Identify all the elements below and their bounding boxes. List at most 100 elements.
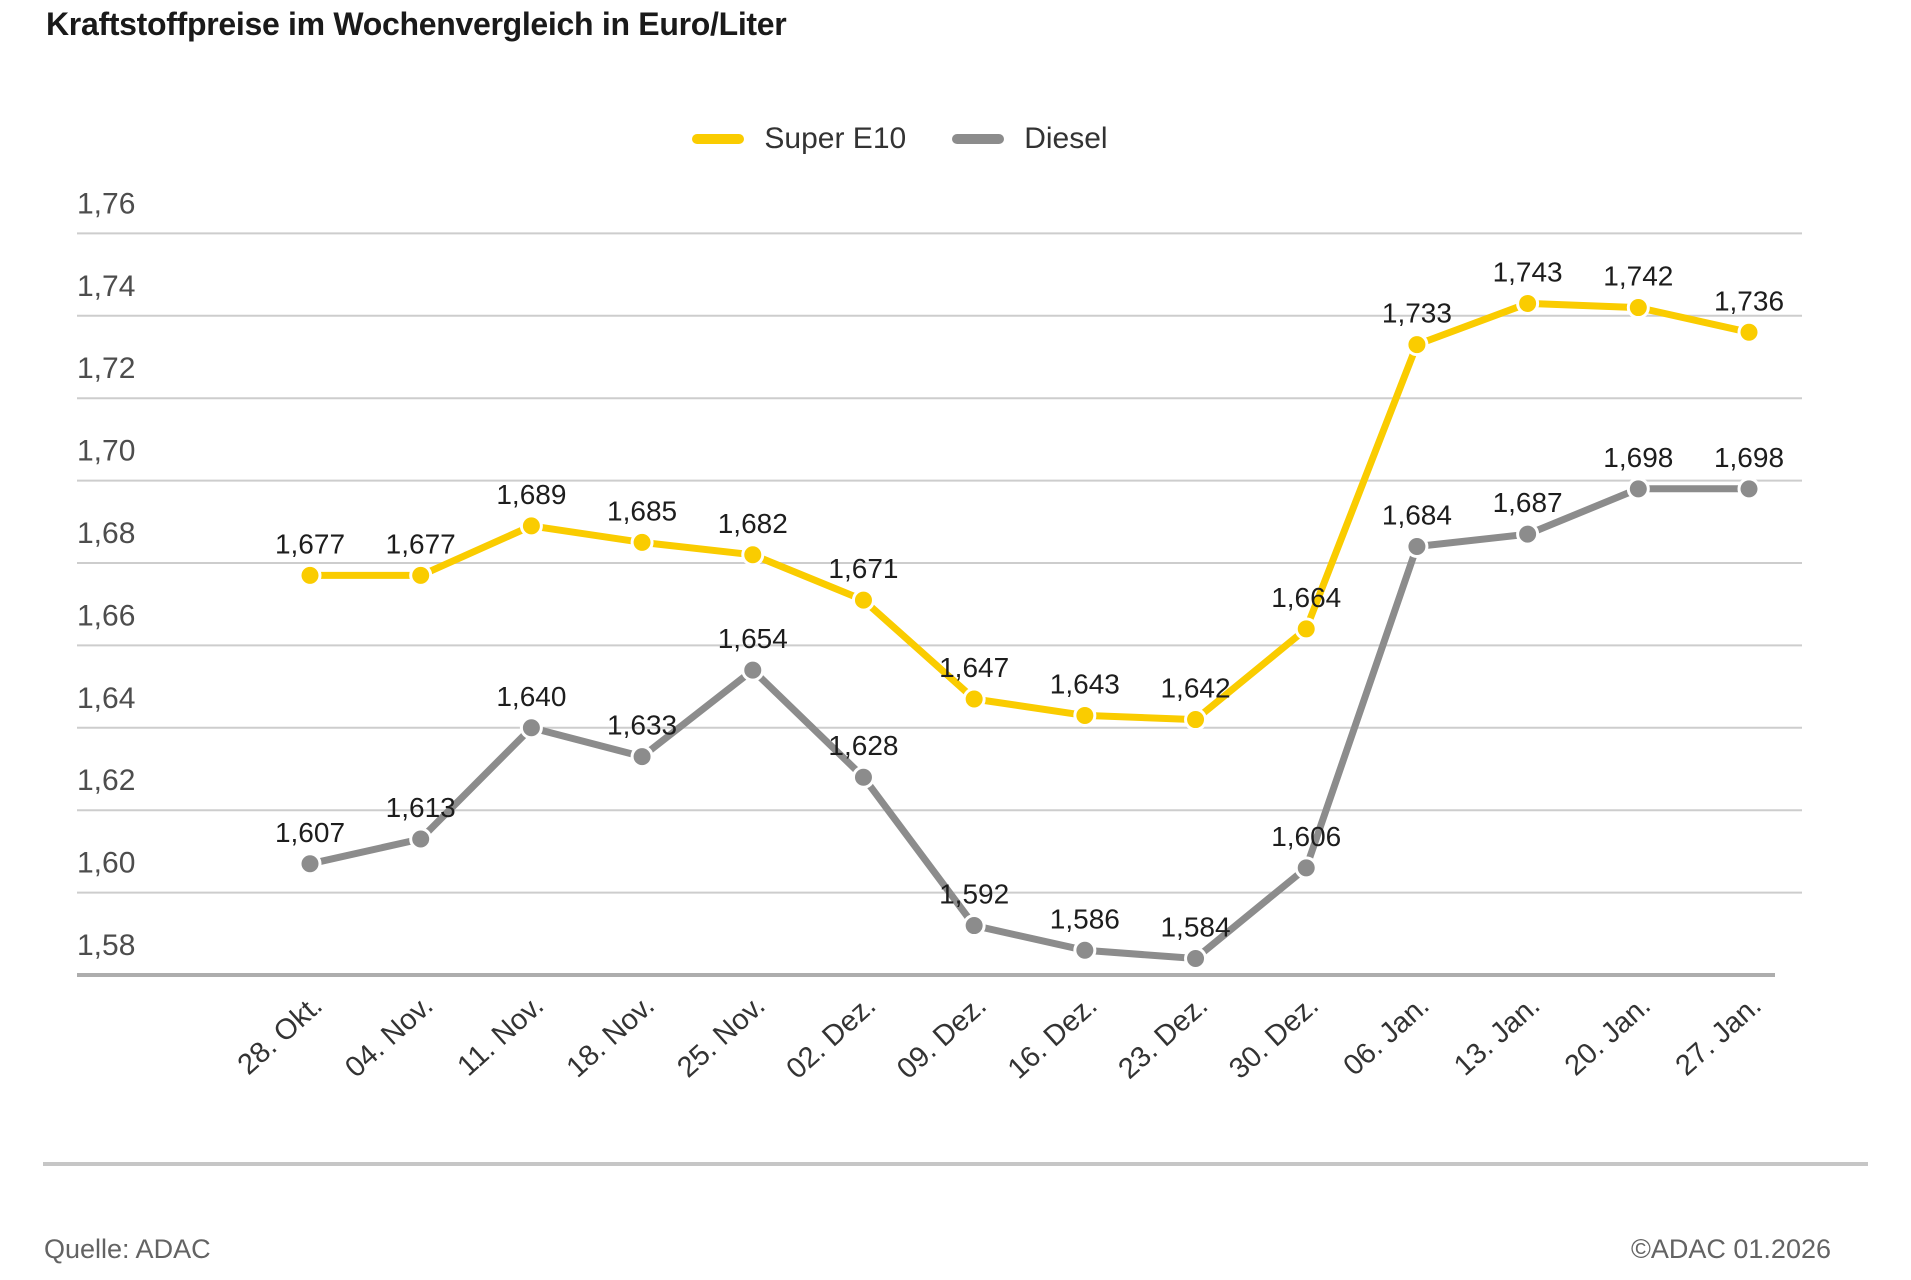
x-axis-labels: 28. Okt. 04. Nov. 11. Nov. 18. Nov. 25. Nov.… (232, 989, 1768, 1085)
super-e10-point-label: 1,671 (828, 553, 898, 584)
legend-item-super-e10: Super E10 (692, 122, 906, 156)
super-e10-point (409, 563, 433, 587)
diesel-point-label: 1,586 (1050, 903, 1120, 934)
diesel-point (298, 852, 322, 876)
super-e10-point-label: 1,733 (1382, 298, 1452, 329)
super-e10-point (1626, 296, 1650, 320)
diesel-point (1626, 477, 1650, 501)
diesel-point-label: 1,613 (386, 792, 456, 823)
y-tick-label: 1,76 (77, 187, 135, 220)
x-tick-label: 13. Jan. (1448, 989, 1546, 1082)
diesel-point-label: 1,633 (607, 710, 677, 741)
legend-label-diesel: Diesel (1024, 122, 1108, 155)
super-e10-point-label: 1,736 (1714, 285, 1784, 316)
page-title: Kraftstoffpreise im Wochenvergleich in E… (46, 6, 787, 42)
diesel-point-label: 1,607 (275, 817, 345, 848)
y-axis-labels: 1,58 1,60 1,62 1,64 1,66 1,68 1,70 1,72 1,74 1,76 (77, 187, 135, 962)
super-e10-point (1073, 703, 1097, 727)
super-e10-point (1294, 617, 1318, 641)
super-e10-point (1184, 708, 1208, 732)
diesel-point-label: 1,584 (1160, 912, 1230, 943)
y-tick-label: 1,72 (77, 352, 135, 385)
x-tick-label: 23. Dez. (1113, 989, 1215, 1085)
y-tick-label: 1,68 (77, 517, 135, 550)
series-super-e10: 1,677 1,677 1,689 1,685 1,682 1,671 1,647 1,643… (275, 256, 1784, 732)
x-tick-label: 28. Okt. (232, 989, 329, 1081)
diesel-point-label: 1,628 (828, 730, 898, 761)
diesel-point (1516, 522, 1540, 546)
diesel-point (851, 765, 875, 789)
super-e10-point-label: 1,677 (386, 528, 456, 559)
gridlines (77, 232, 1802, 977)
diesel-point-label: 1,698 (1714, 442, 1784, 473)
diesel-point-label: 1,687 (1493, 487, 1563, 518)
super-e10-point (630, 530, 654, 554)
super-e10-point (519, 514, 543, 538)
x-tick-label: 30. Dez. (1223, 989, 1325, 1085)
x-tick-label: 16. Dez. (1002, 989, 1104, 1085)
diesel-point-label: 1,684 (1382, 500, 1452, 531)
diesel-point (519, 716, 543, 740)
diesel-point-label: 1,640 (496, 681, 566, 712)
source-note: Quelle: ADAC (44, 1234, 211, 1264)
super-e10-point-label: 1,742 (1603, 261, 1673, 292)
diesel-point (409, 827, 433, 851)
diesel-point (1737, 477, 1761, 501)
y-tick-label: 1,58 (77, 929, 135, 962)
legend-label-super-e10: Super E10 (764, 122, 907, 155)
y-tick-label: 1,70 (77, 435, 135, 468)
super-e10-point (962, 687, 986, 711)
super-e10-point-label: 1,689 (496, 479, 566, 510)
super-e10-point-label: 1,647 (939, 652, 1009, 683)
footer-divider (43, 1162, 1868, 1166)
diesel-point (1184, 947, 1208, 971)
x-tick-label: 25. Nov. (671, 989, 771, 1084)
x-tick-label: 06. Jan. (1338, 989, 1436, 1082)
super-e10-point (851, 588, 875, 612)
diesel-point-label: 1,592 (939, 879, 1009, 910)
x-tick-label: 02. Dez. (780, 989, 882, 1085)
y-tick-label: 1,60 (77, 847, 135, 880)
diesel-point-label: 1,698 (1603, 442, 1673, 473)
super-e10-point-label: 1,743 (1493, 256, 1563, 287)
x-tick-label: 27. Jan. (1670, 989, 1768, 1082)
y-tick-label: 1,74 (77, 270, 135, 303)
super-e10-point (741, 543, 765, 567)
diesel-line-icon (952, 134, 1005, 144)
super-e10-point-label: 1,685 (607, 495, 677, 526)
diesel-point (962, 914, 986, 938)
copyright-note: ©ADAC 01.2026 (1630, 1234, 1831, 1264)
legend: Super E10 Diesel (0, 116, 1800, 162)
x-tick-label: 09. Dez. (891, 989, 993, 1085)
super-e10-point-label: 1,677 (275, 528, 345, 559)
y-tick-label: 1,64 (77, 682, 135, 715)
super-e10-point (298, 563, 322, 587)
x-tick-label: 18. Nov. (561, 989, 661, 1084)
super-e10-point-label: 1,664 (1271, 582, 1341, 613)
super-e10-line (306, 299, 1753, 724)
super-e10-point-label: 1,682 (718, 508, 788, 539)
super-e10-point (1405, 333, 1429, 357)
diesel-point (1405, 535, 1429, 559)
diesel-point (1073, 938, 1097, 962)
diesel-point (1294, 856, 1318, 880)
diesel-point-label: 1,606 (1271, 821, 1341, 852)
super-e10-point (1516, 291, 1540, 315)
diesel-point (630, 745, 654, 769)
super-e10-point-label: 1,642 (1160, 673, 1230, 704)
super-e10-line-icon (692, 134, 745, 144)
y-tick-label: 1,66 (77, 599, 135, 632)
super-e10-point-label: 1,643 (1050, 668, 1120, 699)
diesel-line (306, 485, 1753, 962)
diesel-point-label: 1,654 (718, 623, 788, 654)
x-tick-label: 04. Nov. (339, 989, 439, 1084)
series-diesel: 1,607 1,613 1,640 1,633 1,654 1,628 1,592 1,586… (275, 442, 1784, 971)
y-tick-label: 1,62 (77, 764, 135, 797)
legend-item-diesel: Diesel (952, 122, 1108, 156)
super-e10-point (1737, 320, 1761, 344)
x-tick-label: 20. Jan. (1559, 989, 1657, 1082)
x-tick-label: 11. Nov. (452, 989, 550, 1082)
diesel-point (741, 658, 765, 682)
